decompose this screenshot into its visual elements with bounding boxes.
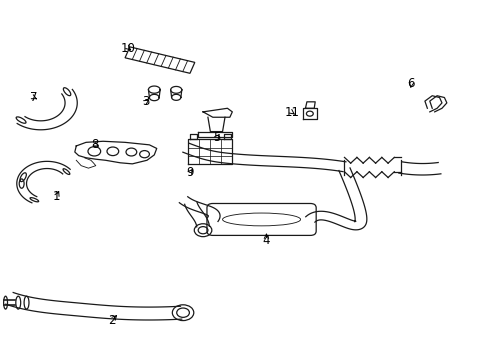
Text: 4: 4 bbox=[262, 234, 270, 247]
Text: 5: 5 bbox=[213, 131, 220, 144]
Text: 8: 8 bbox=[91, 138, 98, 150]
Text: 10: 10 bbox=[121, 41, 136, 54]
Text: 6: 6 bbox=[407, 77, 414, 90]
Bar bbox=[125, 47, 194, 73]
Text: 7: 7 bbox=[30, 91, 38, 104]
Text: 3: 3 bbox=[142, 95, 149, 108]
Text: 9: 9 bbox=[186, 166, 193, 179]
Text: 1: 1 bbox=[53, 190, 61, 203]
Text: 2: 2 bbox=[108, 314, 115, 327]
Text: 11: 11 bbox=[284, 106, 299, 119]
